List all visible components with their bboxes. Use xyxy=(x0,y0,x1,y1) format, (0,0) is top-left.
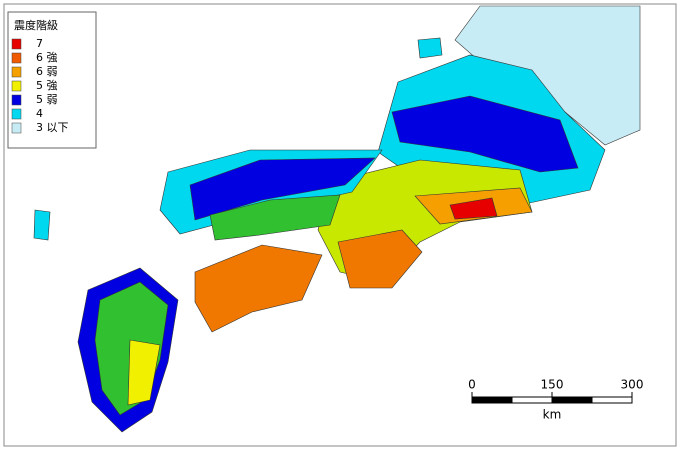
scale-segment xyxy=(511,396,553,404)
legend: 震度階級 76 強6 弱5 強5 弱43 以下 xyxy=(7,11,97,149)
legend-label: 6 強 xyxy=(36,51,58,64)
region-kyushu-south xyxy=(127,339,161,406)
scale-label: 150 xyxy=(541,378,564,392)
legend-label: 5 弱 xyxy=(36,93,58,106)
scale-bar: 0 150 300 km xyxy=(468,378,643,422)
region-epicenter xyxy=(449,197,498,220)
map-regions xyxy=(33,5,641,433)
region-chubu-band xyxy=(391,95,579,173)
legend-swatch xyxy=(11,122,22,134)
legend-box xyxy=(7,11,97,149)
legend-label: 3 以下 xyxy=(36,121,69,134)
legend-title: 震度階級 xyxy=(14,18,58,32)
legend-swatch xyxy=(11,38,22,50)
scale-segment xyxy=(591,396,633,404)
region-tsushima xyxy=(33,209,51,241)
scale-segment xyxy=(471,396,513,404)
scale-label: 300 xyxy=(621,378,644,392)
legend-label: 4 xyxy=(36,107,43,120)
region-kii xyxy=(337,229,423,289)
scale-label: 0 xyxy=(468,378,476,392)
legend-swatch xyxy=(11,94,22,106)
scale-segment xyxy=(551,396,593,404)
legend-swatch xyxy=(11,80,22,92)
legend-swatch xyxy=(11,66,22,78)
legend-swatch xyxy=(11,52,22,64)
region-sado xyxy=(417,37,443,59)
region-chugoku-south xyxy=(209,194,341,241)
legend-label: 7 xyxy=(36,37,43,50)
region-chugoku-band xyxy=(189,157,376,221)
region-shikoku xyxy=(194,244,323,333)
legend-label: 5 強 xyxy=(36,79,58,92)
scale-unit: km xyxy=(543,408,562,422)
legend-swatch xyxy=(11,108,22,120)
legend-label: 6 弱 xyxy=(36,65,58,78)
